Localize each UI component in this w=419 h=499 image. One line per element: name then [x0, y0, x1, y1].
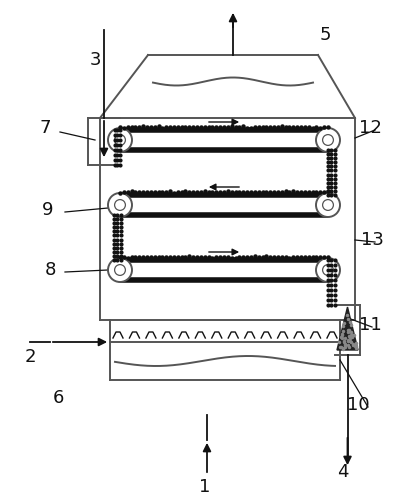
Text: 8: 8 [44, 261, 56, 279]
Circle shape [108, 128, 132, 152]
Text: 13: 13 [361, 231, 383, 249]
Text: 9: 9 [42, 201, 54, 219]
Text: 3: 3 [89, 51, 101, 69]
Text: 11: 11 [359, 316, 381, 334]
Circle shape [108, 193, 132, 217]
Text: 5: 5 [319, 26, 331, 44]
Text: 6: 6 [52, 389, 64, 407]
Circle shape [316, 258, 340, 282]
Circle shape [316, 193, 340, 217]
Text: 7: 7 [39, 119, 51, 137]
Text: 1: 1 [199, 478, 211, 496]
Text: 12: 12 [359, 119, 381, 137]
Text: 2: 2 [24, 348, 36, 366]
Circle shape [316, 128, 340, 152]
Text: 4: 4 [337, 463, 349, 481]
Text: 10: 10 [347, 396, 369, 414]
Circle shape [108, 258, 132, 282]
Polygon shape [337, 307, 358, 350]
